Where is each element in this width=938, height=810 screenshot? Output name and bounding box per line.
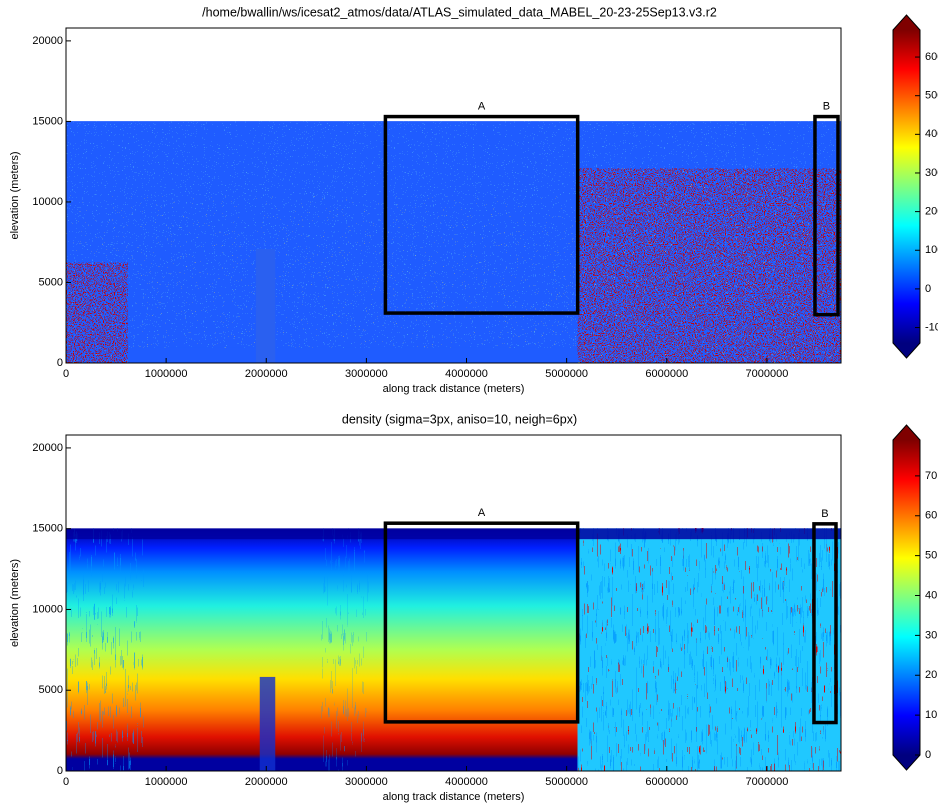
y-tick-label: 10000	[32, 603, 63, 615]
x-tick-label: 7000000	[745, 776, 788, 788]
streaks	[577, 528, 841, 771]
colorbar-tick-label: 200	[925, 206, 938, 218]
tower	[259, 676, 276, 771]
x-tick-label: 1000000	[145, 368, 188, 380]
annotation-label: A	[478, 507, 486, 519]
colorbar-tick-label: 0	[925, 283, 931, 295]
chart-title: /home/bwallin/ws/icesat2_atmos/data/ATLA…	[202, 5, 717, 19]
colorbar-tick-label: 60	[925, 510, 937, 522]
x-tick-label: 0	[63, 368, 69, 380]
colorbar-tick-label: 0	[925, 749, 931, 761]
band	[66, 528, 841, 540]
colorbar-tick-label: 70	[925, 470, 937, 482]
annotation-label: B	[821, 508, 828, 520]
colorbar-tick-label: 300	[925, 167, 938, 179]
x-tick-label: 4000000	[445, 368, 488, 380]
x-tick-label: 2000000	[245, 776, 288, 788]
plot-frame	[65, 434, 842, 772]
colorbar-arrow	[893, 755, 920, 770]
colorbar-tick-label: 600	[925, 51, 938, 63]
colorbar-tick-label: 400	[925, 128, 938, 140]
heatmap	[66, 121, 841, 363]
x-tick-label: 3000000	[345, 776, 388, 788]
annotation-label: A	[478, 100, 486, 112]
speckle	[66, 262, 128, 363]
colorbar-arrow	[893, 425, 920, 440]
y-tick-label: 5000	[39, 276, 63, 288]
colorbar-tick-label: 30	[925, 629, 937, 641]
colorbar-tick-label: -100	[925, 321, 938, 333]
colorbar-tick-label: 500	[925, 90, 938, 102]
y-tick-label: 20000	[32, 442, 63, 454]
colorbar-arrow	[893, 343, 920, 358]
annotation-box	[383, 521, 580, 724]
x-tick-label: 3000000	[345, 368, 388, 380]
plot-frame	[65, 27, 842, 364]
annotation-box	[812, 522, 838, 725]
colorbar-tick-label: 20	[925, 669, 937, 681]
y-axis-label: elevation (meters)	[9, 151, 21, 239]
annotation-label: B	[823, 100, 830, 112]
x-tick-label: 2000000	[245, 368, 288, 380]
speckle	[577, 168, 841, 363]
y-tick-label: 5000	[39, 684, 63, 696]
colorbar-tick-label: 10	[925, 709, 937, 721]
x-tick-label: 1000000	[145, 776, 188, 788]
x-axis-label: along track distance (meters)	[383, 383, 525, 395]
chart-title: density (sigma=3px, aniso=10, neigh=6px)	[342, 412, 577, 426]
y-tick-label: 10000	[32, 196, 63, 208]
x-tick-label: 4000000	[445, 776, 488, 788]
y-tick-label: 15000	[32, 115, 63, 127]
colorbar-tick-label: 100	[925, 244, 938, 256]
x-tick-label: 5000000	[545, 776, 588, 788]
heatmap	[66, 528, 841, 771]
annotation-box	[383, 114, 580, 315]
y-tick-label: 0	[57, 765, 63, 777]
tower	[255, 249, 276, 363]
y-tick-label: 0	[57, 357, 63, 369]
x-tick-label: 6000000	[645, 368, 688, 380]
colorbar-tick-label: 50	[925, 550, 937, 562]
y-tick-label: 15000	[32, 523, 63, 535]
x-tick-label: 5000000	[545, 368, 588, 380]
ground	[128, 347, 578, 363]
y-tick-label: 20000	[32, 35, 63, 47]
x-tick-label: 0	[63, 776, 69, 788]
streaks	[66, 528, 144, 771]
colorbar	[893, 440, 920, 755]
colorbar	[893, 30, 920, 343]
x-tick-label: 7000000	[745, 368, 788, 380]
annotation-box	[813, 114, 840, 317]
colorbar-arrow	[893, 15, 920, 30]
x-axis-label: along track distance (meters)	[383, 791, 525, 803]
colorbar-tick-label: 40	[925, 589, 937, 601]
colorbar-frame	[892, 14, 921, 359]
x-tick-label: 6000000	[645, 776, 688, 788]
streaks	[321, 528, 369, 771]
y-axis-label: elevation (meters)	[9, 559, 21, 647]
